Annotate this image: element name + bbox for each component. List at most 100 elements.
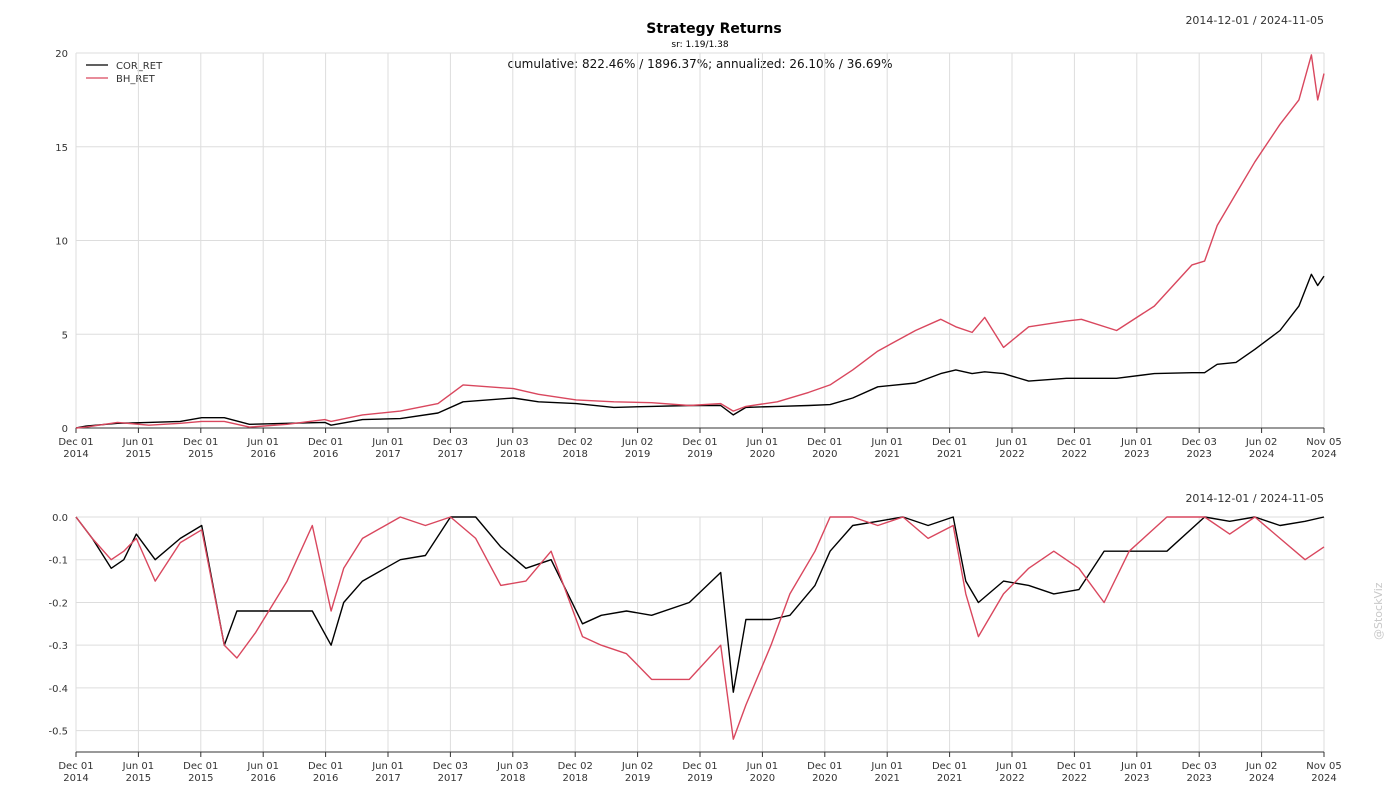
bottom-xtick-label: Jun 01	[1120, 761, 1153, 772]
top-line-bh-ret	[75, 54, 1325, 429]
top-xtick-year: 2019	[625, 449, 650, 460]
chart-subtitle: sr: 1.19/1.38	[671, 40, 729, 50]
bottom-xtick-label: Dec 01	[308, 761, 343, 772]
top-xtick-label: Jun 01	[870, 437, 903, 448]
top-xtick-year: 2014	[63, 449, 88, 460]
top-xtick-label: Jun 01	[122, 437, 155, 448]
top-xtick-label: Jun 01	[995, 437, 1028, 448]
top-xtick-label: Dec 01	[932, 437, 967, 448]
top-xtick-year: 2024	[1249, 449, 1274, 460]
top-xtick-year: 2015	[188, 449, 213, 460]
bottom-xtick-year: 2016	[250, 773, 275, 784]
top-ytick-label: 15	[55, 143, 68, 154]
bottom-xtick-label: Jun 01	[995, 761, 1028, 772]
top-xtick-year: 2023	[1186, 449, 1211, 460]
top-xtick-label: Dec 02	[558, 437, 593, 448]
bottom-xtick-label: Dec 01	[183, 761, 218, 772]
top-xtick-year: 2022	[1062, 449, 1087, 460]
bottom-xtick-label: Jun 01	[746, 761, 779, 772]
top-xtick-year: 2019	[687, 449, 712, 460]
bottom-xtick-year: 2021	[937, 773, 962, 784]
bottom-xtick-label: Jun 02	[621, 761, 654, 772]
bottom-xtick-year: 2023	[1186, 773, 1211, 784]
top-xtick-year: 2016	[250, 449, 275, 460]
bottom-xtick-label: Dec 03	[1182, 761, 1217, 772]
bottom-xtick-label: Dec 01	[807, 761, 842, 772]
bottom-xtick-label: Jun 03	[496, 761, 529, 772]
top-xtick-label: Dec 01	[1057, 437, 1092, 448]
bottom-date-range: 2014-12-01 / 2024-11-05	[1185, 492, 1324, 505]
bottom-xtick-label: Dec 02	[558, 761, 593, 772]
top-xtick-year: 2018	[500, 449, 525, 460]
bottom-xtick-year: 2022	[1062, 773, 1087, 784]
top-ytick-label: 0	[62, 424, 68, 435]
bottom-xtick-year: 2022	[999, 773, 1024, 784]
bottom-xtick-label: Dec 03	[433, 761, 468, 772]
bottom-xtick-label: Jun 01	[246, 761, 279, 772]
top-xtick-year: 2021	[937, 449, 962, 460]
bottom-ytick-label: -0.3	[48, 641, 68, 652]
bottom-xtick-label: Nov 05	[1306, 761, 1341, 772]
top-xtick-label: Jun 01	[246, 437, 279, 448]
bottom-xtick-year: 2014	[63, 773, 88, 784]
bottom-xtick-label: Jun 01	[870, 761, 903, 772]
bottom-xtick-year: 2018	[500, 773, 525, 784]
top-xtick-year: 2017	[438, 449, 463, 460]
top-ytick-label: 10	[55, 237, 68, 248]
top-xtick-label: Dec 01	[58, 437, 93, 448]
bottom-xtick-year: 2023	[1124, 773, 1149, 784]
bottom-xtick-year: 2020	[812, 773, 837, 784]
top-xtick-label: Dec 03	[1182, 437, 1217, 448]
bottom-xtick-year: 2019	[687, 773, 712, 784]
bottom-ytick-label: -0.4	[48, 684, 68, 695]
top-date-range: 2014-12-01 / 2024-11-05	[1185, 14, 1324, 27]
top-xtick-label: Dec 01	[807, 437, 842, 448]
bottom-xtick-label: Jun 01	[371, 761, 404, 772]
top-xtick-year: 2015	[126, 449, 151, 460]
top-xtick-label: Jun 02	[621, 437, 654, 448]
top-xtick-year: 2016	[313, 449, 338, 460]
bottom-xtick-year: 2016	[313, 773, 338, 784]
top-xtick-year: 2020	[750, 449, 775, 460]
bottom-ytick-label: -0.5	[48, 727, 68, 738]
top-xtick-label: Jun 03	[496, 437, 529, 448]
bottom-xtick-label: Dec 01	[1057, 761, 1092, 772]
bottom-xtick-year: 2017	[438, 773, 463, 784]
top-xtick-label: Dec 01	[183, 437, 218, 448]
legend-label-bh-ret: BH_RET	[116, 74, 156, 85]
top-xtick-year: 2020	[812, 449, 837, 460]
legend-label-cor-ret: COR_RET	[116, 61, 163, 72]
bottom-xtick-year: 2019	[625, 773, 650, 784]
bottom-line-series-0	[75, 516, 1325, 693]
top-xtick-year: 2024	[1311, 449, 1336, 460]
top-xtick-year: 2021	[874, 449, 899, 460]
bottom-xtick-year: 2021	[874, 773, 899, 784]
top-ytick-label: 5	[62, 330, 68, 341]
top-xtick-year: 2017	[375, 449, 400, 460]
legend: COR_RET BH_RET	[86, 61, 163, 85]
bottom-line-series-1	[75, 516, 1325, 740]
top-xtick-label: Dec 01	[682, 437, 717, 448]
bottom-xtick-label: Dec 01	[932, 761, 967, 772]
bottom-ytick-label: -0.1	[48, 556, 68, 567]
top-xtick-label: Jun 01	[1120, 437, 1153, 448]
bottom-xtick-year: 2015	[188, 773, 213, 784]
bottom-xtick-year: 2024	[1311, 773, 1336, 784]
top-xtick-year: 2022	[999, 449, 1024, 460]
bottom-xtick-label: Dec 01	[682, 761, 717, 772]
top-xtick-label: Jun 02	[1245, 437, 1278, 448]
bottom-xtick-label: Dec 01	[58, 761, 93, 772]
bottom-xtick-label: Jun 02	[1245, 761, 1278, 772]
top-xtick-label: Jun 01	[746, 437, 779, 448]
top-xtick-label: Jun 01	[371, 437, 404, 448]
bottom-xtick-year: 2024	[1249, 773, 1274, 784]
bottom-ytick-label: 0.0	[52, 513, 68, 524]
top-xtick-year: 2018	[562, 449, 587, 460]
bottom-xtick-label: Jun 01	[122, 761, 155, 772]
top-xtick-label: Dec 03	[433, 437, 468, 448]
bottom-ytick-label: -0.2	[48, 598, 68, 609]
watermark: @StockViz	[1372, 582, 1385, 640]
